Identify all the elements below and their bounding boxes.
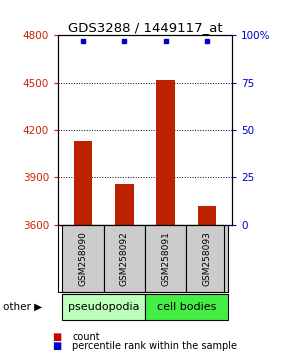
Text: GSM258093: GSM258093: [203, 231, 212, 286]
Bar: [186, 225, 228, 292]
Bar: [156, 80, 175, 225]
Text: GSM258091: GSM258091: [161, 231, 170, 286]
Text: ■: ■: [52, 341, 61, 351]
Text: ■: ■: [52, 332, 61, 342]
Bar: [115, 184, 134, 225]
Text: cell bodies: cell bodies: [157, 302, 216, 312]
Bar: [104, 225, 145, 292]
Bar: [62, 294, 145, 320]
Bar: [198, 206, 216, 225]
Text: other ▶: other ▶: [3, 302, 42, 312]
Text: count: count: [72, 332, 100, 342]
Bar: [145, 294, 228, 320]
Bar: [74, 141, 92, 225]
Text: percentile rank within the sample: percentile rank within the sample: [72, 341, 238, 351]
Bar: [145, 225, 186, 292]
Title: GDS3288 / 1449117_at: GDS3288 / 1449117_at: [68, 21, 222, 34]
Text: GSM258090: GSM258090: [78, 231, 87, 286]
Bar: [62, 225, 104, 292]
Text: GSM258092: GSM258092: [120, 231, 129, 286]
Text: pseudopodia: pseudopodia: [68, 302, 139, 312]
